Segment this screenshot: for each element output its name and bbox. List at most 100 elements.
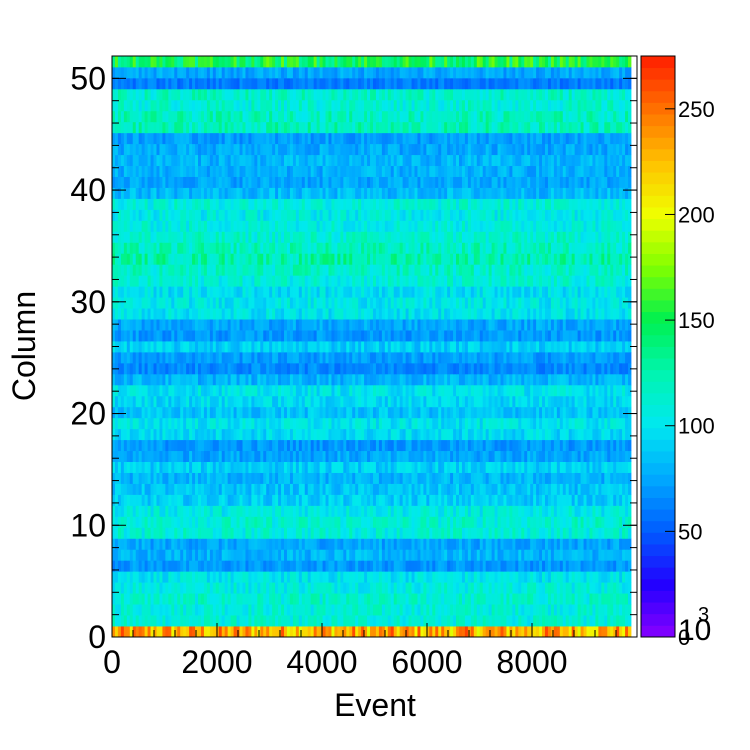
heatmap-cell: [165, 341, 169, 353]
heatmap-cell: [126, 505, 131, 517]
heatmap-cell: [387, 626, 392, 638]
heatmap-cell: [461, 384, 466, 397]
heatmap-cell: [195, 406, 199, 419]
heatmap-cell: [343, 582, 347, 594]
heatmap-cell: [141, 384, 146, 397]
heatmap-cell: [544, 505, 549, 517]
heatmap-cell: [580, 549, 584, 561]
heatmap-cell: [524, 330, 528, 342]
heatmap-cell: [613, 341, 617, 353]
heatmap-cell: [456, 516, 460, 528]
heatmap-cell: [500, 450, 504, 462]
heatmap-cell: [221, 330, 226, 342]
heatmap-cell: [114, 450, 119, 462]
heatmap-cell: [334, 373, 338, 386]
heatmap-cell: [203, 461, 208, 473]
heatmap-cell: [340, 626, 344, 638]
heatmap-cell: [447, 395, 451, 408]
heatmap-cell: [577, 373, 581, 386]
heatmap-cell: [456, 560, 460, 572]
heatmap-cell: [432, 362, 436, 375]
heatmap-cell: [123, 472, 128, 484]
heatmap-cell: [506, 560, 510, 572]
heatmap-cell: [177, 341, 181, 353]
heatmap-cell: [257, 538, 261, 550]
heatmap-cell: [393, 395, 398, 408]
heatmap-cell: [123, 538, 128, 550]
heatmap-cell: [444, 472, 448, 484]
heatmap-cell: [153, 527, 157, 539]
heatmap-cell: [544, 571, 549, 583]
heatmap-cell: [286, 373, 291, 386]
heatmap-cell: [278, 428, 282, 441]
heatmap-cell: [272, 604, 276, 616]
heatmap-cell: [295, 341, 300, 353]
heatmap-cell: [192, 439, 196, 452]
heatmap-cell: [568, 604, 573, 616]
heatmap-cell: [559, 330, 564, 342]
heatmap-cell: [195, 560, 199, 572]
heatmap-cell: [192, 373, 196, 386]
heatmap-cell: [438, 330, 442, 342]
heatmap-cell: [479, 549, 484, 561]
heatmap-cell: [248, 582, 252, 594]
heatmap-cell: [613, 351, 617, 364]
heatmap-cell: [209, 527, 214, 539]
heatmap-cell: [375, 450, 380, 462]
heatmap-cell: [399, 582, 404, 594]
heatmap-cell: [292, 319, 297, 331]
heatmap-cell: [186, 604, 190, 616]
heatmap-cell: [473, 538, 478, 550]
heatmap-cell: [301, 604, 306, 616]
heatmap-cell: [387, 417, 392, 430]
heatmap-cell: [491, 527, 495, 539]
heatmap-cell: [195, 615, 199, 627]
heatmap-cell: [343, 406, 347, 419]
heatmap-cell: [402, 450, 407, 462]
heatmap-cells: [112, 56, 632, 638]
heatmap-cell: [248, 538, 252, 550]
heatmap-cell: [447, 615, 451, 627]
heatmap-cell: [316, 571, 320, 583]
heatmap-cell: [613, 428, 617, 441]
heatmap-cell: [129, 560, 134, 572]
heatmap-cell: [402, 362, 407, 375]
heatmap-cell: [417, 373, 421, 386]
heatmap-cell: [162, 351, 166, 364]
heatmap-cell: [426, 406, 430, 419]
heatmap-cell: [120, 527, 125, 539]
heatmap-cell: [319, 373, 323, 386]
heatmap-cell: [319, 439, 323, 452]
heatmap-cell: [358, 494, 362, 506]
heatmap-cell: [441, 373, 445, 386]
heatmap-cell: [180, 604, 184, 616]
heatmap-cell: [150, 417, 154, 430]
heatmap-cell: [384, 406, 389, 419]
heatmap-cell: [417, 439, 421, 452]
heatmap-cell: [147, 582, 151, 594]
heatmap-cell: [414, 560, 418, 572]
heatmap-cell: [129, 461, 134, 473]
heatmap-cell: [524, 417, 528, 430]
heatmap-cell: [242, 461, 246, 473]
heatmap-cell: [275, 593, 279, 605]
heatmap-cell: [414, 494, 418, 506]
heatmap-cell: [129, 494, 134, 506]
heatmap-cell: [580, 330, 584, 342]
heatmap-cell: [583, 373, 587, 386]
heatmap-cell: [266, 538, 270, 550]
heatmap-cell: [494, 439, 498, 452]
heatmap-cell: [189, 593, 193, 605]
heatmap-cell: [622, 527, 626, 539]
heatmap-cell: [625, 527, 629, 539]
heatmap-cell: [364, 549, 368, 561]
heatmap-cell: [574, 439, 579, 452]
heatmap-cell: [198, 461, 202, 473]
heatmap-cell: [470, 560, 475, 572]
heatmap-cell: [135, 571, 140, 583]
heatmap-cell: [313, 582, 318, 594]
heatmap-cell: [458, 439, 463, 452]
heatmap-cell: [331, 461, 335, 473]
heatmap-cell: [284, 319, 288, 331]
heatmap-cell: [580, 351, 584, 364]
